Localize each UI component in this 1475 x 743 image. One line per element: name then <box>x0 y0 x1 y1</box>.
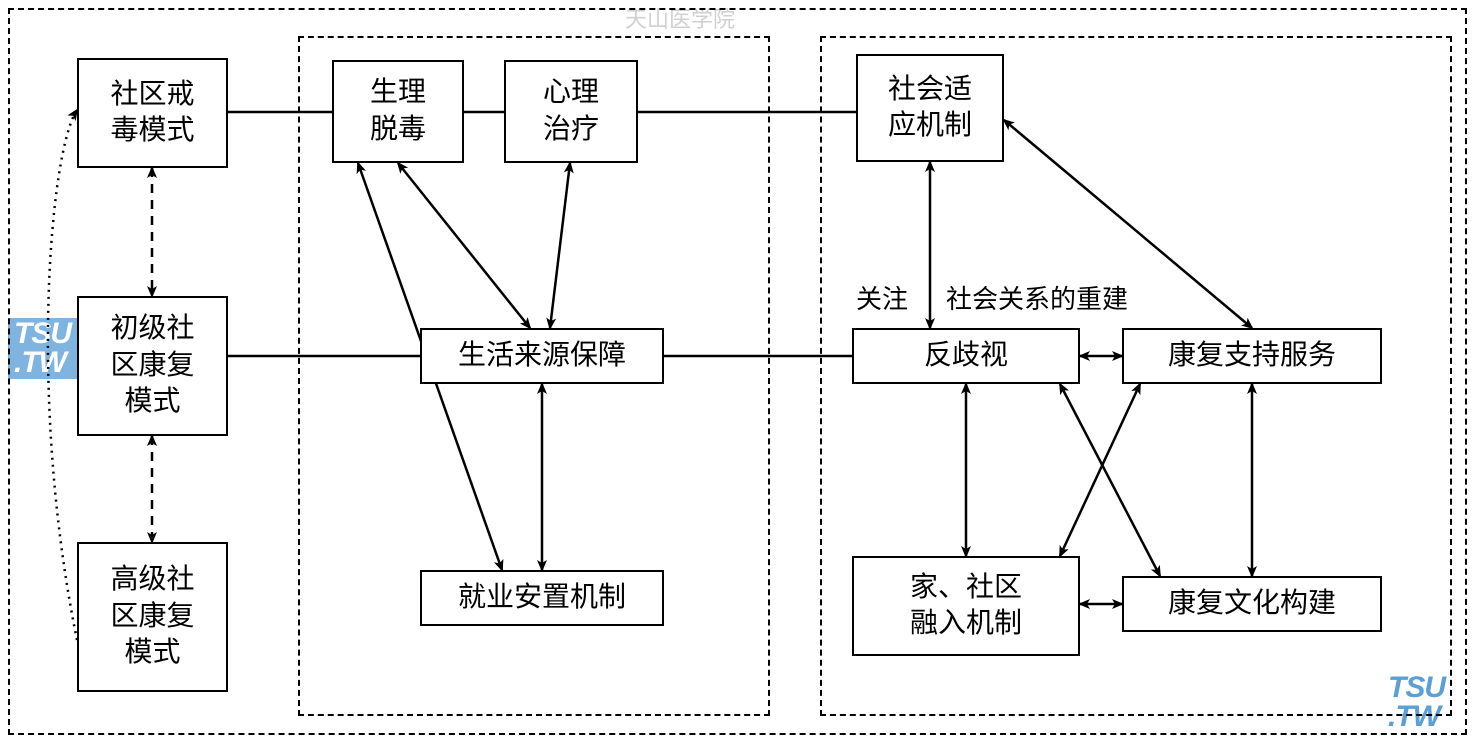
node-model-community-label: 社区戒毒模式 <box>110 77 194 150</box>
node-life-support: 生活来源保障 <box>420 328 664 384</box>
node-employment: 就业安置机制 <box>420 570 664 626</box>
node-rehab-support: 康复支持服务 <box>1122 328 1382 384</box>
node-anti-discrim-label: 反歧视 <box>924 338 1008 374</box>
node-employment-label: 就业安置机制 <box>458 580 626 616</box>
node-model-primary-label: 初级社区康复模式 <box>110 311 194 420</box>
node-home-community: 家、社区融入机制 <box>852 556 1080 656</box>
node-anti-discrim: 反歧视 <box>852 328 1080 384</box>
annotation-rebuild: 社会关系的重建 <box>946 279 1128 316</box>
node-psych-treat: 心理治疗 <box>504 60 638 163</box>
annotation-attention: 关注 <box>856 279 908 316</box>
node-phys-detox: 生理脱毒 <box>332 60 464 163</box>
node-model-community: 社区戒毒模式 <box>77 58 228 168</box>
node-home-community-label: 家、社区融入机制 <box>910 570 1022 643</box>
node-rehab-culture-label: 康复文化构建 <box>1168 586 1336 622</box>
node-social-adapt: 社会适应机制 <box>856 54 1004 162</box>
node-rehab-support-label: 康复支持服务 <box>1168 338 1336 374</box>
node-model-primary: 初级社区康复模式 <box>77 296 228 436</box>
node-social-adapt-label: 社会适应机制 <box>888 72 972 145</box>
node-phys-detox-label: 生理脱毒 <box>370 75 426 148</box>
node-model-advanced: 高级社区康复模式 <box>77 542 228 692</box>
node-model-advanced-label: 高级社区康复模式 <box>110 562 194 671</box>
node-life-support-label: 生活来源保障 <box>458 338 626 374</box>
node-rehab-culture: 康复文化构建 <box>1122 576 1382 632</box>
node-psych-treat-label: 心理治疗 <box>543 75 599 148</box>
